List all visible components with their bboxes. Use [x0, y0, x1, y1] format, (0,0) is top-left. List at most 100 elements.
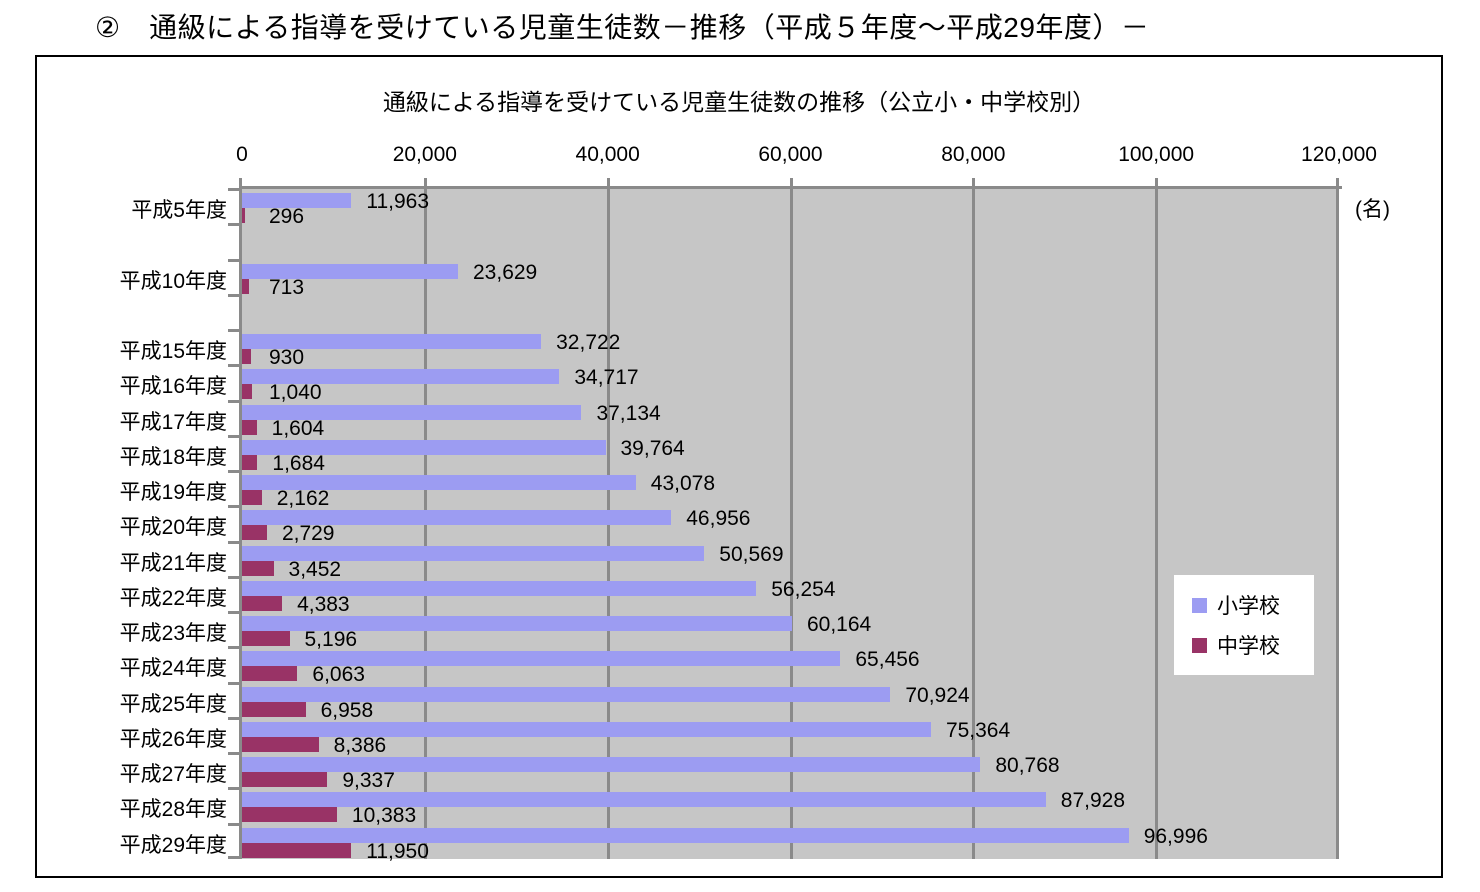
y-axis-tick — [228, 682, 239, 685]
x-axis-tick — [424, 178, 427, 187]
category-label: 平成10年度 — [119, 269, 227, 293]
x-axis-tick — [1155, 178, 1158, 187]
category-label: 平成17年度 — [119, 410, 227, 434]
elementary-bar — [242, 827, 1129, 843]
junior-high-bar — [242, 454, 258, 470]
y-axis-tick — [228, 541, 239, 544]
elementary-value-label: 34,717 — [574, 366, 639, 390]
x-axis-tick — [239, 178, 242, 187]
elementary-value-label: 75,364 — [945, 718, 1011, 742]
plot-area: 11,963 296 23,629 713 32,722 930 34,717 1,040 37… — [228, 178, 1342, 863]
junior-high-value-label: 6,958 — [320, 698, 374, 722]
junior-high-bar — [242, 525, 267, 541]
y-axis-tick — [228, 329, 239, 332]
chart-title: 通級による指導を受けている児童生徒数の推移（公立小・中学校別） — [382, 89, 1096, 115]
legend: 小学校 中学校 — [1174, 575, 1314, 675]
y-axis-tick — [228, 787, 239, 790]
y-axis-tick — [228, 435, 239, 438]
page-title: ② 通級による指導を受けている児童生徒数－推移（平成５年度～平成29年度）－ — [95, 12, 1150, 43]
junior-high-bar — [242, 842, 352, 858]
junior-high-bar — [242, 807, 337, 823]
gridline — [790, 189, 793, 859]
x-axis-tick — [790, 178, 793, 187]
elementary-bar — [242, 404, 582, 420]
legend-label-elementary: 小学校 — [1217, 595, 1280, 618]
category-label: 平成18年度 — [119, 445, 227, 469]
junior-high-value-label: 296 — [269, 205, 305, 228]
y-axis-tick — [228, 505, 239, 508]
x-tick-label: 120,000 — [1301, 143, 1377, 166]
y-axis-tick — [228, 364, 239, 367]
category-label: 平成26年度 — [119, 727, 227, 751]
x-tick-label: 80,000 — [941, 143, 1006, 166]
junior-high-value-label: 8,386 — [333, 733, 387, 757]
elementary-value-label: 70,924 — [905, 683, 970, 707]
elementary-bar — [242, 193, 352, 208]
junior-high-bar — [242, 384, 252, 400]
elementary-bar — [242, 686, 891, 702]
category-label: 平成27年度 — [119, 763, 227, 787]
elementary-value-label: 32,722 — [556, 331, 621, 355]
x-axis-tick — [1336, 178, 1339, 187]
category-label: 平成21年度 — [119, 551, 227, 575]
y-axis-tick — [228, 646, 239, 649]
elementary-value-label: 11,963 — [366, 190, 430, 213]
junior-high-value-label: 713 — [269, 275, 305, 299]
elementary-bar — [242, 475, 636, 491]
elementary-bar — [242, 721, 931, 737]
legend-item-junior-high: 中学校 — [1192, 630, 1314, 660]
junior-high-value-label: 2,162 — [276, 487, 330, 511]
elementary-bar — [242, 545, 705, 561]
junior-high-value-label: 1,040 — [269, 381, 322, 405]
junior-high-value-label: 4,383 — [297, 592, 350, 616]
y-axis-tick — [228, 470, 239, 473]
junior-high-bar — [242, 772, 328, 788]
y-axis-tick — [228, 717, 239, 720]
y-axis-tick — [228, 576, 239, 579]
elementary-bar — [242, 792, 1046, 808]
y-axis-tick — [228, 752, 239, 755]
junior-high-bar — [242, 278, 249, 294]
junior-high-bar — [242, 631, 290, 647]
junior-high-value-label: 1,684 — [272, 451, 325, 475]
category-label: 平成16年度 — [119, 375, 227, 399]
junior-high-bar — [242, 349, 251, 365]
y-axis-tick — [228, 823, 239, 826]
category-label: 平成28年度 — [119, 798, 227, 822]
elementary-value-label: 46,956 — [686, 507, 751, 531]
category-label: 平成19年度 — [119, 481, 227, 505]
junior-high-value-label: 930 — [269, 346, 305, 370]
elementary-bar — [242, 334, 542, 350]
category-label: 平成23年度 — [119, 622, 227, 646]
junior-high-bar — [242, 736, 319, 752]
category-label: 平成22年度 — [119, 586, 227, 610]
elementary-bar — [242, 757, 981, 773]
y-axis-tick — [228, 188, 239, 191]
junior-high-bar — [242, 490, 262, 506]
x-tick-label: 20,000 — [392, 143, 457, 166]
junior-high-value-label: 2,729 — [281, 522, 335, 546]
legend-item-elementary: 小学校 — [1192, 590, 1314, 620]
junior-high-bar — [242, 208, 245, 223]
category-label: 平成20年度 — [119, 516, 227, 540]
elementary-value-label: 43,078 — [650, 472, 716, 496]
y-axis: 平成5年度平成10年度 平成15年度 平成16年度 平成17年度 平成18年度 平成19年… — [37, 189, 227, 859]
elementary-value-label: 56,254 — [771, 577, 836, 601]
gridline — [1336, 189, 1339, 859]
elementary-bar — [242, 580, 757, 596]
junior-high-value-label: 1,604 — [271, 416, 325, 440]
y-axis-tick — [228, 259, 239, 262]
junior-high-bar — [242, 419, 257, 435]
category-label: 平成15年度 — [119, 340, 227, 364]
y-axis-line — [239, 186, 242, 859]
y-axis-tick — [228, 856, 239, 859]
x-tick-label: 40,000 — [575, 143, 640, 166]
x-tick-label: 0 — [236, 143, 248, 166]
y-axis-tick — [228, 611, 239, 614]
elementary-series-swatch — [1192, 597, 1207, 613]
junior-high-value-label: 6,063 — [312, 663, 365, 687]
junior-high-value-label: 5,196 — [304, 628, 358, 652]
category-label: 平成25年度 — [119, 692, 227, 716]
gridline — [972, 189, 975, 859]
category-label: 平成5年度 — [131, 199, 227, 222]
